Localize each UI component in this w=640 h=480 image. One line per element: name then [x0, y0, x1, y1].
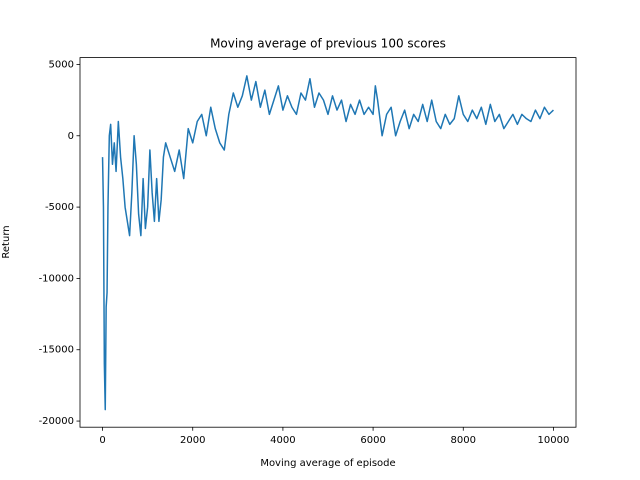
x-axis-label: Moving average of episode	[260, 458, 395, 469]
y-axis-label: Return	[1, 225, 12, 258]
plot-frame	[79, 57, 577, 428]
x-tick-label: 6000	[360, 435, 385, 446]
x-tick-label: 8000	[451, 435, 476, 446]
line	[101, 75, 554, 411]
y-tick-label: 0	[68, 131, 74, 142]
x-tick-label: 4000	[270, 435, 295, 446]
x-tick-label: 10000	[538, 435, 570, 446]
x-tick-label: 2000	[180, 435, 205, 446]
y-tick-label: -15000	[39, 345, 74, 356]
x-tick-label: 0	[99, 435, 105, 446]
y-tick-label: -20000	[39, 416, 74, 427]
chart-title: Moving average of previous 100 scores	[210, 37, 446, 51]
y-tick-label: -10000	[39, 273, 74, 284]
y-tick-label: 5000	[49, 59, 74, 70]
y-tick-label: -5000	[45, 202, 74, 213]
